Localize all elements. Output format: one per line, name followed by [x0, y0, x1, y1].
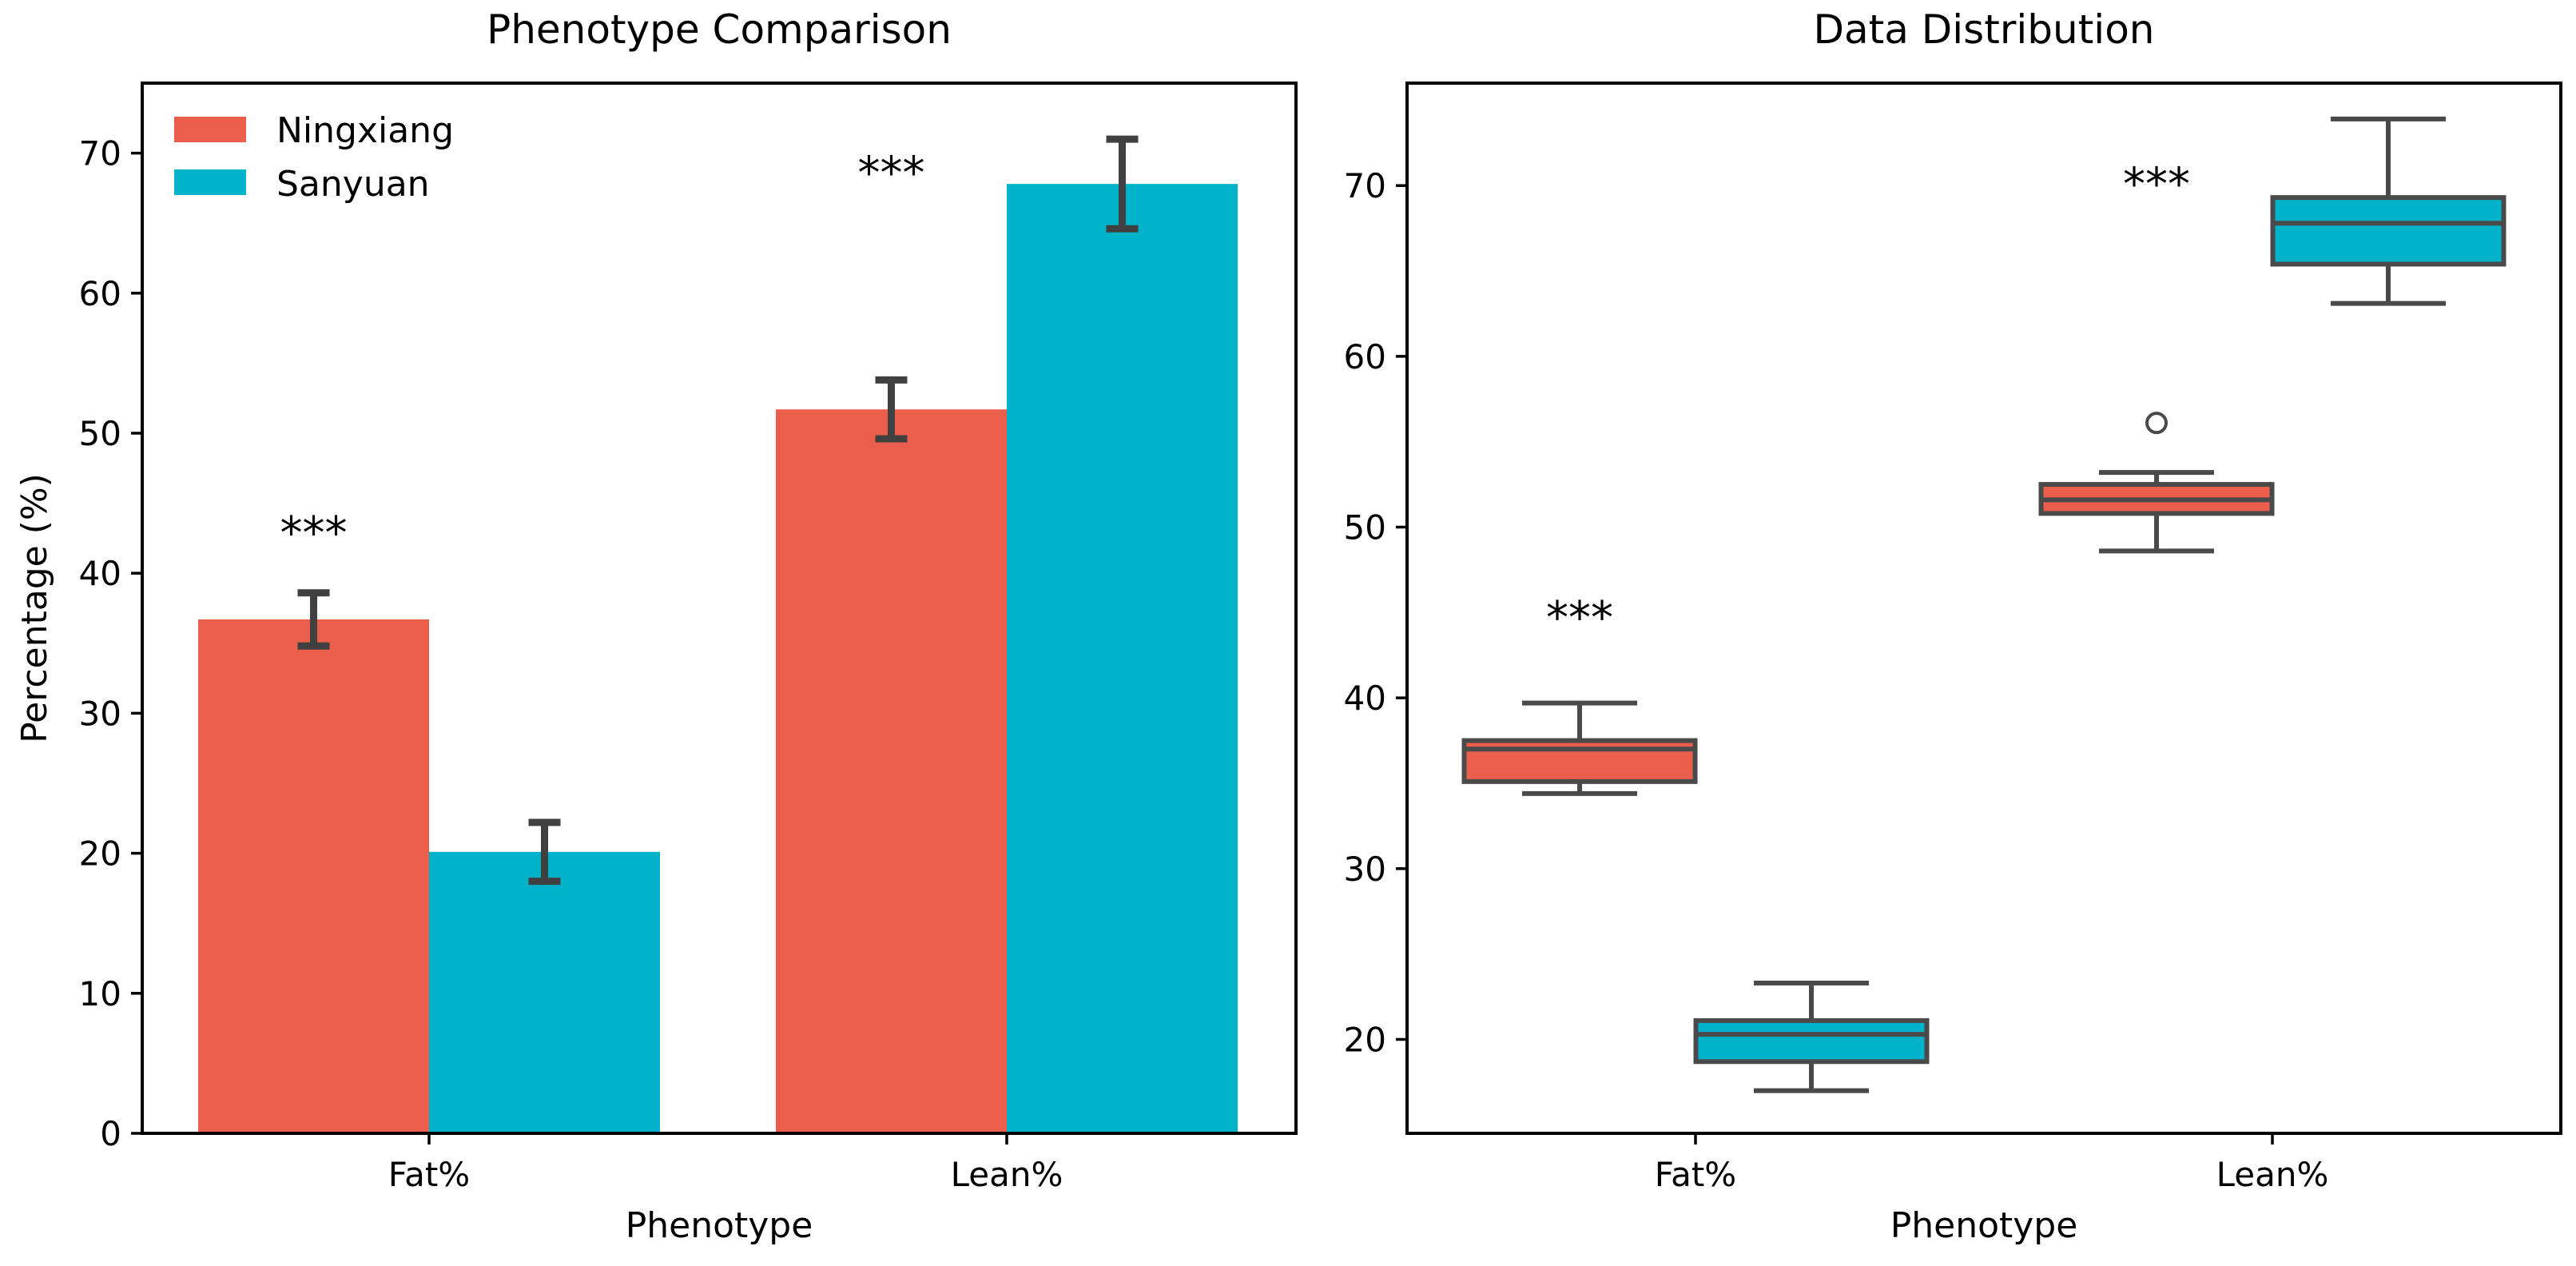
box-plot-frame	[1405, 82, 2562, 1135]
legend: Ningxiang Sanyuan	[174, 110, 454, 205]
y-tick-label-10: 10	[79, 974, 121, 1013]
bar-chart-xlabel: Phenotype	[626, 1205, 813, 1246]
y-tick-label-right-40: 40	[1344, 679, 1386, 718]
box-plot-title: Data Distribution	[1814, 6, 2155, 53]
x-tick-label-fat: Fat%	[388, 1155, 470, 1194]
significance-group-right: *** ***	[1546, 158, 2190, 644]
bar-chart-title: Phenotype Comparison	[487, 6, 952, 53]
error-bar-ningxiang-fat	[297, 589, 330, 650]
bar-ningxiang-fat	[198, 619, 429, 1133]
x-axis-ticks: Fat% Lean%	[388, 1133, 1063, 1194]
y-tick-label-right-30: 30	[1344, 850, 1386, 889]
y-tick-label-40: 40	[79, 554, 121, 593]
y-tick-label-right-70: 70	[1344, 166, 1386, 205]
box-ningxiang-fat	[1461, 700, 1698, 796]
x-tick-label-right-lean: Lean%	[2216, 1155, 2329, 1194]
iqr-box-sanyuan-lean	[2270, 195, 2506, 267]
y-tick-label-right-20: 20	[1344, 1020, 1386, 1059]
bar-sanyuan-lean	[1007, 184, 1238, 1133]
y-axis-ticks: 0 10 20 30 40 50 60 70	[79, 134, 142, 1153]
bar-group	[198, 184, 1238, 1133]
box-plot-panel: Data Distribution *** *** 20 30 40 50 60 70 Fa…	[1344, 6, 2562, 1246]
legend-label-ningxiang: Ningxiang	[276, 110, 454, 151]
error-bar-group	[297, 135, 1139, 886]
error-bar-sanyuan-lean	[1106, 135, 1139, 233]
x-tick-label-right-fat: Fat%	[1655, 1155, 1736, 1194]
y-axis-ticks-right: 20 30 40 50 60 70	[1344, 166, 1407, 1059]
box-ningxiang-lean	[2038, 412, 2275, 554]
box-sanyuan-lean	[2270, 116, 2506, 306]
y-tick-label-right-50: 50	[1344, 508, 1386, 547]
whisker-cap-sanyuan-lean	[2331, 116, 2446, 306]
legend-swatch-sanyuan	[174, 169, 246, 195]
whisker-cap-ningxiang-lean	[2099, 470, 2214, 554]
significance-marker-right-fat: ***	[1546, 592, 1613, 644]
iqr-box-sanyuan-fat	[1693, 1017, 1930, 1065]
bar-sanyuan-fat	[429, 851, 660, 1133]
significance-marker-right-lean: ***	[2123, 158, 2190, 210]
y-tick-label-60: 60	[79, 274, 121, 313]
significance-marker-lean: ***	[858, 148, 925, 200]
legend-swatch-ningxiang	[174, 117, 246, 142]
box-group	[1461, 116, 2506, 1093]
bar-chart-ylabel: Percentage (%)	[14, 473, 55, 743]
box-sanyuan-fat	[1693, 980, 1930, 1093]
whisker-cap-ningxiang-fat	[1522, 700, 1637, 796]
bar-chart-panel: Phenotype Comparison *** *** 0 10 20 30 40 50 6…	[14, 6, 1298, 1246]
significance-marker-fat: ***	[280, 508, 348, 559]
x-tick-label-lean: Lean%	[951, 1155, 1063, 1194]
error-bar-ningxiang-lean	[875, 376, 908, 443]
bar-ningxiang-lean	[776, 409, 1007, 1133]
whisker-cap-sanyuan-fat	[1754, 980, 1869, 1093]
x-axis-ticks-right: Fat% Lean%	[1655, 1133, 2329, 1194]
bar-chart-frame	[141, 82, 1298, 1135]
y-tick-label-70: 70	[79, 134, 121, 173]
box-plot-xlabel: Phenotype	[1890, 1205, 2078, 1246]
y-tick-label-20: 20	[79, 834, 121, 874]
y-tick-label-0: 0	[100, 1114, 121, 1153]
error-bar-sanyuan-fat	[528, 818, 561, 886]
significance-group: *** ***	[280, 148, 925, 559]
legend-label-sanyuan: Sanyuan	[276, 164, 430, 205]
outlier-ningxiang-lean-0	[2145, 412, 2168, 435]
y-tick-label-30: 30	[79, 694, 121, 733]
y-tick-label-right-60: 60	[1344, 337, 1386, 376]
y-tick-label-50: 50	[79, 414, 121, 453]
